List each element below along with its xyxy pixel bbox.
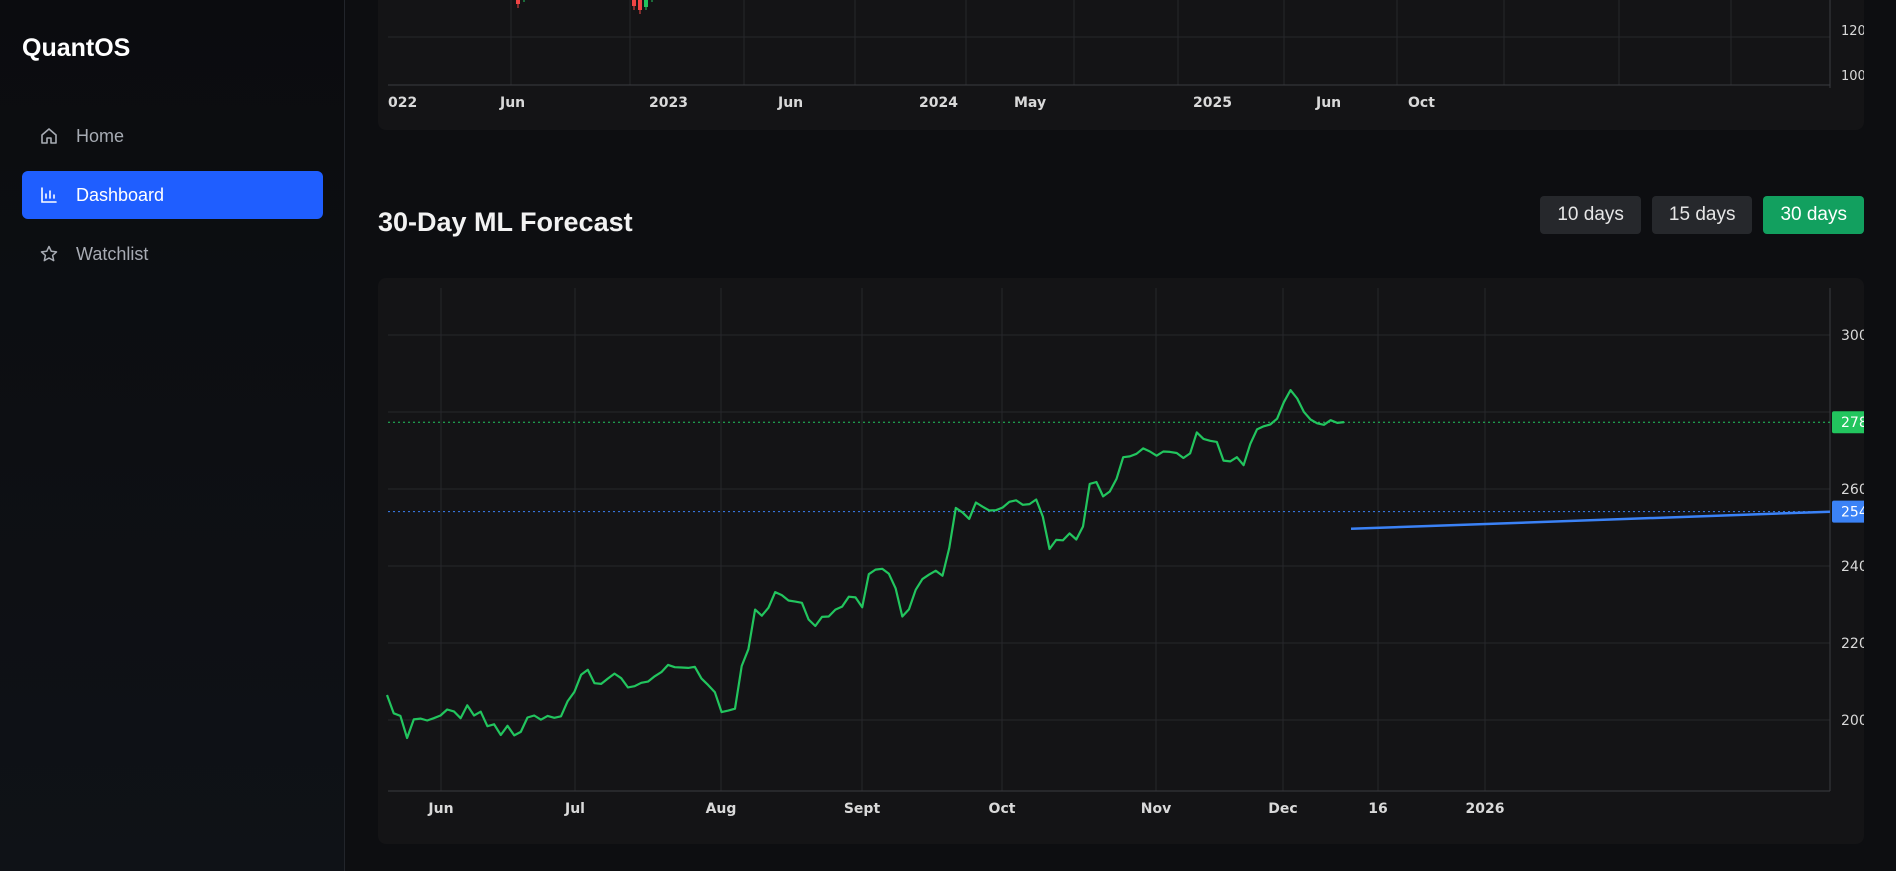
last-price-tag-bg <box>1832 411 1864 434</box>
x-tick-label: Jun <box>499 95 525 111</box>
forecast-range-selector: 10 days 15 days 30 days <box>1540 196 1864 234</box>
last-price-tag: 278.28 <box>1841 415 1864 431</box>
x-tick-label: May <box>1014 95 1046 111</box>
sidebar-item-dashboard[interactable]: Dashboard <box>22 171 323 219</box>
forecast-price-tag-bg <box>1832 500 1864 523</box>
forecast-y-axis: 300.00 260.00 240.00 220.00 200.00 <box>1841 328 1864 729</box>
x-tick-label: Jul <box>564 801 585 817</box>
y-tick-label: 100.00 <box>1841 69 1864 84</box>
sidebar-nav: Home Dashboard Watchlist <box>22 112 323 289</box>
y-tick-label: 240.00 <box>1841 559 1864 575</box>
forecast-chart-svg: 278.28 254.81 300.00 260.00 240.00 220.00… <box>385 288 1864 817</box>
star-icon <box>38 243 60 265</box>
candle <box>644 0 648 7</box>
y-tick-label: 220.00 <box>1841 636 1864 652</box>
x-tick-label: Aug <box>706 801 737 817</box>
x-tick-label: 2023 <box>649 95 688 111</box>
x-tick-label: Jun <box>1315 95 1341 111</box>
x-tick-label: 2024 <box>919 95 958 111</box>
y-tick-label: 200.00 <box>1841 713 1864 729</box>
range-button-10-days[interactable]: 10 days <box>1540 196 1641 234</box>
history-series-line <box>385 388 1345 740</box>
sidebar-item-home[interactable]: Home <box>22 112 323 160</box>
y-tick-label: 300.00 <box>1841 328 1864 344</box>
forecast-title: 30-Day ML Forecast <box>378 207 633 237</box>
brand-logo[interactable]: QuantOS <box>22 34 131 62</box>
x-tick-label: Oct <box>989 801 1016 817</box>
x-tick-label: Sept <box>844 801 881 817</box>
sidebar-item-label: Dashboard <box>76 184 165 205</box>
y-tick-label: 260.00 <box>1841 482 1864 498</box>
price-history-chart[interactable]: 120.00 100.00 022 Jun 2023 Jun 2024 May … <box>378 0 1864 130</box>
sidebar-item-label: Home <box>76 125 125 146</box>
x-tick-label: Dec <box>1268 801 1297 817</box>
main-content: 120.00 100.00 022 Jun 2023 Jun 2024 May … <box>345 0 1896 871</box>
x-tick-label: 16 <box>1368 801 1387 817</box>
forecast-x-axis: Jun Jul Aug Sept Oct Nov Dec 16 2026 <box>427 801 1504 817</box>
x-tick-label: 022 <box>388 95 417 111</box>
price-y-axis: 120.00 100.00 <box>1841 24 1864 84</box>
x-tick-label: Jun <box>427 801 453 817</box>
x-tick-label: Nov <box>1141 801 1171 817</box>
y-tick-label: 120.00 <box>1841 24 1864 39</box>
candle <box>516 0 520 4</box>
bar-chart-icon <box>38 184 60 206</box>
forecast-chart[interactable]: 278.28 254.81 300.00 260.00 240.00 220.00… <box>378 278 1864 844</box>
forecast-series-line <box>1350 510 1831 531</box>
range-button-30-days[interactable]: 30 days <box>1763 196 1864 234</box>
forecast-price-tag: 254.81 <box>1841 505 1864 521</box>
x-tick-label: 2026 <box>1466 801 1505 817</box>
candlesticks <box>516 0 653 14</box>
candle <box>632 0 636 6</box>
price-x-axis: 022 Jun 2023 Jun 2024 May 2025 Jun Oct <box>388 95 1435 111</box>
home-icon <box>38 125 60 147</box>
x-tick-label: Jun <box>777 95 803 111</box>
x-tick-label: Oct <box>1408 95 1435 111</box>
range-button-15-days[interactable]: 15 days <box>1651 196 1753 234</box>
sidebar-item-label: Watchlist <box>76 243 149 264</box>
sidebar-item-watchlist[interactable]: Watchlist <box>22 230 323 278</box>
price-history-chart-svg: 120.00 100.00 022 Jun 2023 Jun 2024 May … <box>388 0 1864 111</box>
candle <box>638 0 642 10</box>
sidebar: QuantOS Home Dashboard Watchlist <box>0 0 345 871</box>
x-tick-label: 2025 <box>1193 95 1232 111</box>
